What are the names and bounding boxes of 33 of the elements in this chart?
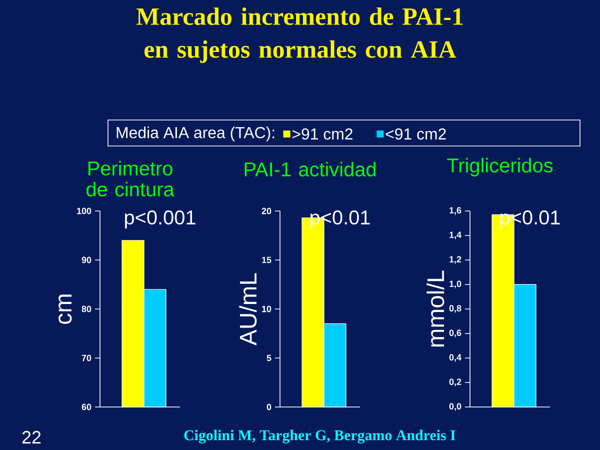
y-tick-label: 80 xyxy=(82,306,92,312)
y-tick-label: 15 xyxy=(262,256,272,264)
y-tick-label: 1,4 xyxy=(450,232,462,240)
text: 22 xyxy=(22,430,41,444)
y-axis-title: mmol/L xyxy=(426,270,444,347)
y-tick-label: 10 xyxy=(262,306,272,312)
legend-label: <91 cm2 xyxy=(386,128,446,140)
annotation: p<0.001 xyxy=(125,210,196,228)
legend-label: >91 cm2 xyxy=(292,128,352,140)
y-tick-label: 0,2 xyxy=(449,378,462,386)
y-tick-label: 0 xyxy=(266,404,272,410)
chart-title: PAI-1 actividad xyxy=(244,162,376,176)
y-axis-title: AU/mL xyxy=(239,273,257,346)
y-tick-label: 0,0 xyxy=(449,403,462,411)
chart-title: Perimetro de cintura xyxy=(86,160,174,196)
text: Cigolini M, Targher G, Bergamo Andreis I xyxy=(184,430,456,444)
text: Marcado incremento de PAI-1 en sujetos normales con AIA xyxy=(136,8,463,63)
y-tick-label: 60 xyxy=(82,404,92,410)
y-tick-label: 100 xyxy=(77,208,92,214)
y-axis-title: cm xyxy=(58,294,72,324)
y-tick-label: 0,6 xyxy=(449,330,462,338)
y-tick-label: 0,4 xyxy=(449,354,462,362)
y-tick-label: 5 xyxy=(266,354,272,362)
y-tick-label: 1,6 xyxy=(450,207,462,215)
annotation: p<0.01 xyxy=(310,210,370,228)
y-tick-label: 1,0 xyxy=(450,280,462,288)
y-tick-label: 70 xyxy=(82,354,92,362)
y-tick-label: 0,8 xyxy=(449,305,462,313)
y-tick-label: 90 xyxy=(82,256,92,264)
y-tick-label: 20 xyxy=(262,208,272,214)
chart-title: Trigliceridos xyxy=(447,158,553,176)
legend-title: Media AIA area (TAC): xyxy=(116,126,274,142)
y-tick-label: 1,2 xyxy=(450,256,462,264)
